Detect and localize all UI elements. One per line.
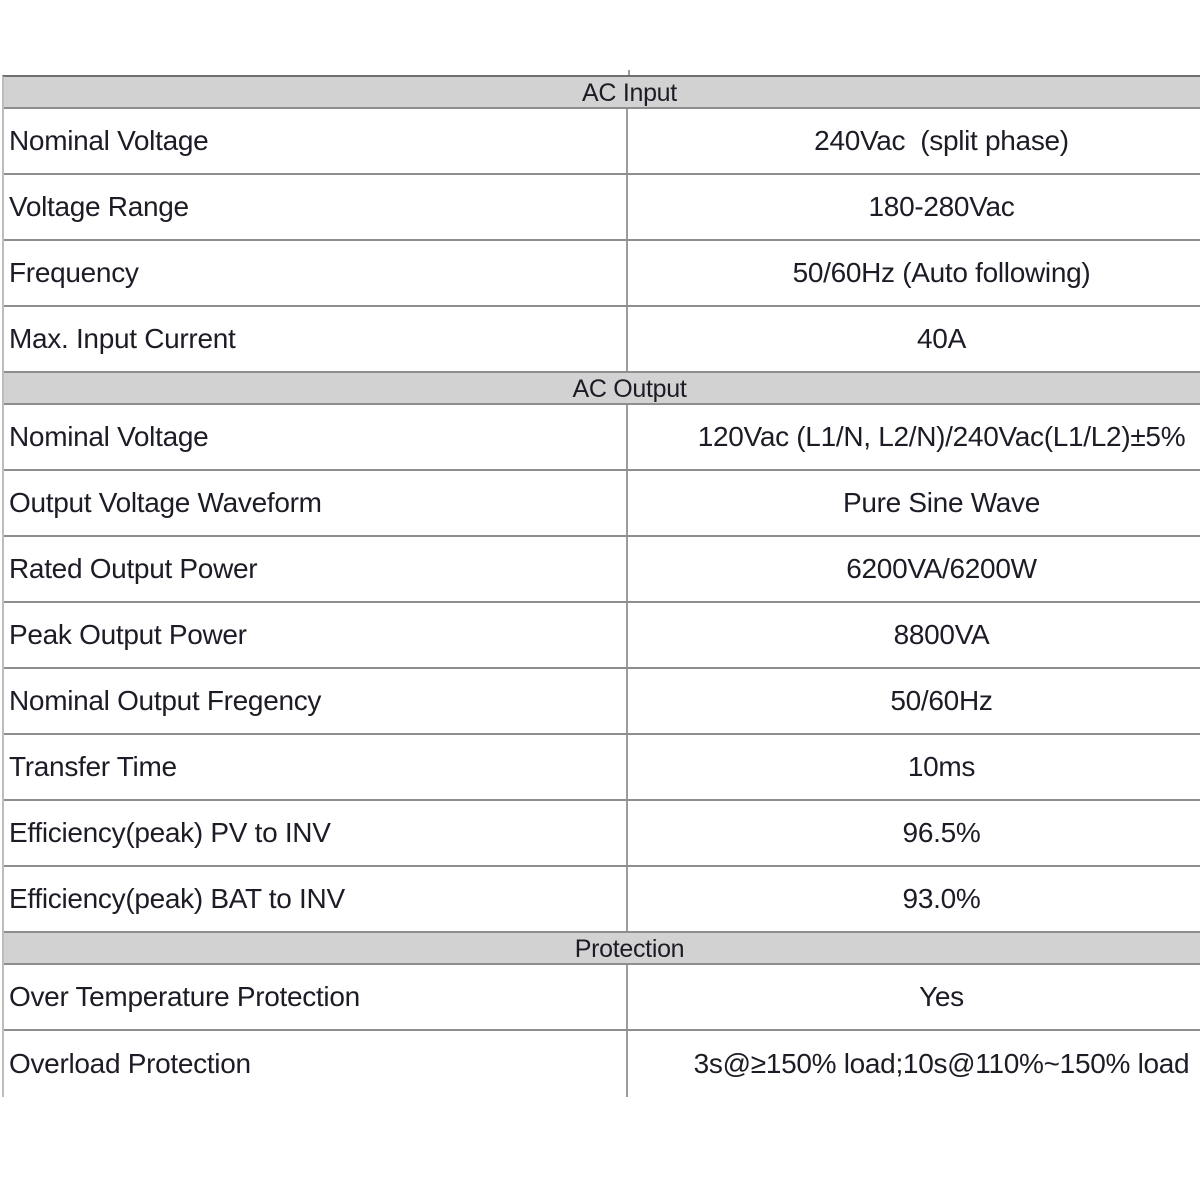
- spec-value: 40A: [917, 323, 966, 354]
- spec-value: 96.5%: [902, 817, 981, 848]
- spec-label: Over Temperature Protection: [4, 965, 628, 1029]
- spec-label: Overload Protection: [4, 1031, 628, 1097]
- spec-label: Nominal Output Fregency: [4, 669, 628, 733]
- table-row: Efficiency(peak) BAT to INV 93.0%: [4, 867, 1200, 933]
- spec-value: 10ms: [907, 751, 976, 782]
- spec-label: Efficiency(peak) BAT to INV: [4, 867, 628, 931]
- section-header-ac-output: AC Output: [4, 373, 1200, 405]
- table-row: Max. Input Current 40A: [4, 307, 1200, 373]
- spec-value: 240Vac (split phase): [814, 125, 1069, 156]
- table-row: Nominal Output Fregency 50/60Hz: [4, 669, 1200, 735]
- table-row: Over Temperature Protection Yes: [4, 965, 1200, 1031]
- table-row: Transfer Time 10ms: [4, 735, 1200, 801]
- table-row: Output Voltage Waveform Pure Sine Wave: [4, 471, 1200, 537]
- table-row: Peak Output Power 8800VA: [4, 603, 1200, 669]
- spec-value: Yes: [919, 981, 964, 1012]
- spec-label: Nominal Voltage: [4, 405, 628, 469]
- table-row: Nominal Voltage 240Vac (split phase): [4, 109, 1200, 175]
- spec-label: Max. Input Current: [4, 307, 628, 371]
- spec-value: 6200VA/6200W: [846, 553, 1037, 584]
- table-row: Rated Output Power 6200VA/6200W: [4, 537, 1200, 603]
- table-row: Frequency 50/60Hz (Auto following): [4, 241, 1200, 307]
- spec-label: Rated Output Power: [4, 537, 628, 601]
- spec-value: 93.0%: [902, 883, 981, 914]
- spec-label: Transfer Time: [4, 735, 628, 799]
- spec-value: 180-280Vac: [868, 191, 1015, 222]
- spec-value: 50/60Hz (Auto following): [792, 257, 1091, 288]
- table-row: Voltage Range 180-280Vac: [4, 175, 1200, 241]
- spec-value: Pure Sine Wave: [842, 487, 1041, 518]
- spec-label: Output Voltage Waveform: [4, 471, 628, 535]
- column-divider-tick: [628, 70, 630, 75]
- spec-label: Voltage Range: [4, 175, 628, 239]
- spec-value: 3s@≥150% load;10s@110%~150% load: [693, 1048, 1190, 1079]
- spec-label: Peak Output Power: [4, 603, 628, 667]
- table-row: Overload Protection 3s@≥150% load;10s@110…: [4, 1031, 1200, 1097]
- spec-label: Efficiency(peak) PV to INV: [4, 801, 628, 865]
- spec-value: 120Vac (L1/N, L2/N)/240Vac(L1/L2)±5%: [697, 421, 1186, 452]
- spec-value: 50/60Hz: [890, 685, 993, 716]
- spec-label: Frequency: [4, 241, 628, 305]
- section-header-protection: Protection: [4, 933, 1200, 965]
- section-header-ac-input: AC Input: [4, 77, 1200, 109]
- spec-label: Nominal Voltage: [4, 109, 628, 173]
- table-row: Nominal Voltage 120Vac (L1/N, L2/N)/240Va…: [4, 405, 1200, 471]
- spec-table: AC Input Nominal Voltage 240Vac (split pha…: [2, 70, 1200, 1097]
- table-row: Efficiency(peak) PV to INV 96.5%: [4, 801, 1200, 867]
- spec-value: 8800VA: [893, 619, 990, 650]
